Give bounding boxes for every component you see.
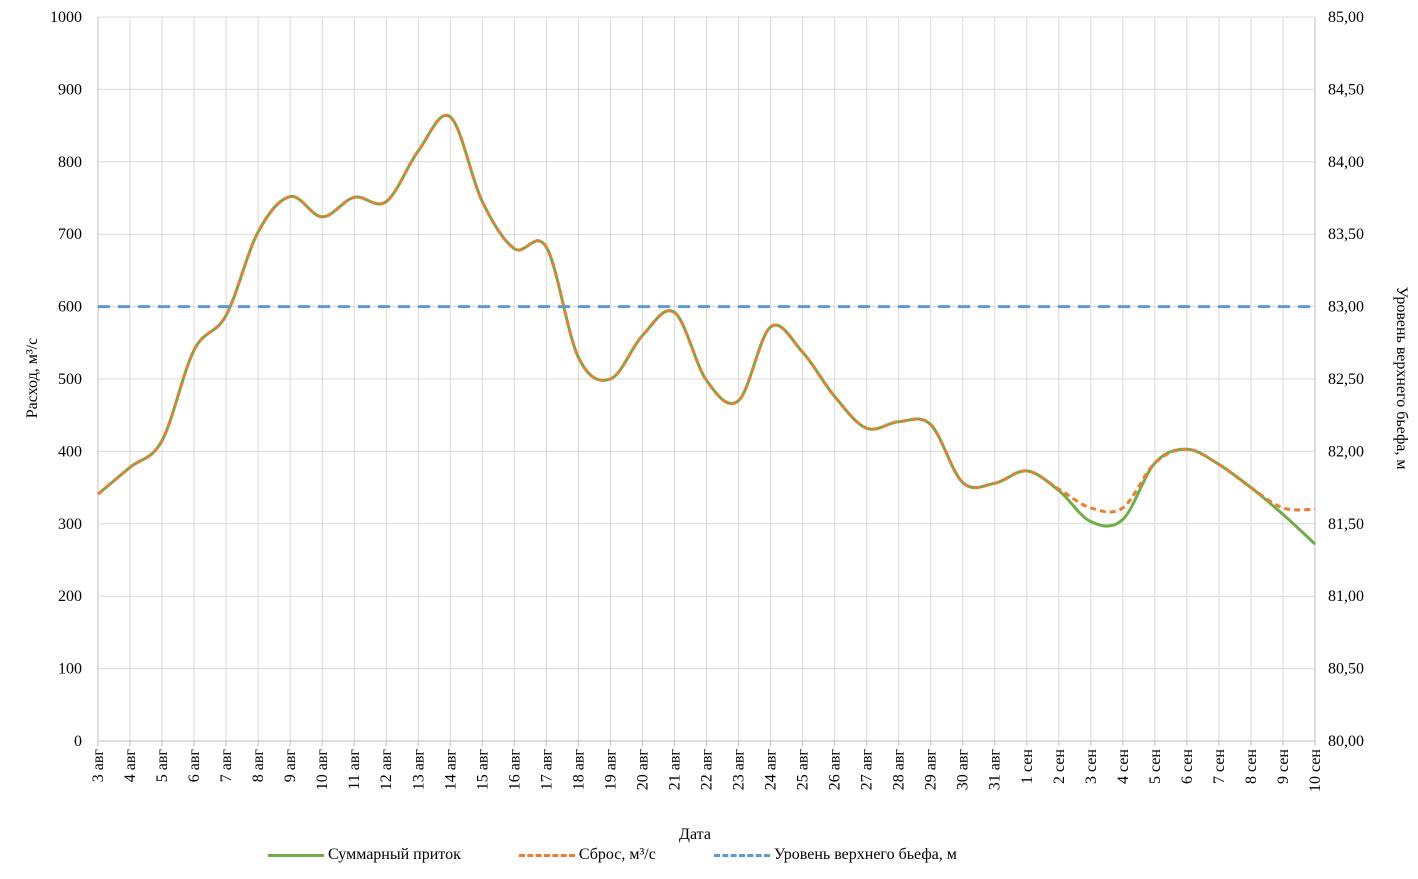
x-tick-label: 18 авг [570, 749, 587, 791]
legend-label-level: Уровень верхнего бьефа, м [773, 846, 957, 863]
x-tick-label: 3 авг [90, 749, 107, 783]
y-tick-label-left: 1000 [50, 9, 82, 26]
x-tick-label: 8 авг [250, 749, 267, 783]
y-tick-label-right: 84,00 [1328, 154, 1364, 171]
x-tick-label: 10 сен [1307, 749, 1324, 792]
y-tick-label-left: 900 [58, 81, 82, 98]
legend: Суммарный приток Сброс, м³/с Уровень вер… [268, 846, 1015, 864]
y-tick-label-right: 81,50 [1328, 516, 1364, 533]
x-tick-label: 20 авг [634, 749, 651, 791]
x-tick-label: 25 авг [795, 749, 812, 791]
x-tick-label: 27 авг [859, 749, 876, 791]
x-tick-label: 5 сен [1147, 749, 1164, 784]
x-tick-label: 7 авг [218, 749, 235, 783]
x-tick-label: 29 авг [923, 749, 940, 791]
x-tick-label: 13 авг [410, 749, 427, 791]
legend-item-level: Уровень верхнего бьефа, м [713, 846, 957, 864]
y-tick-label-right: 80,50 [1328, 661, 1364, 678]
series-line-discharge [97, 113, 1316, 514]
y-tick-label-left: 300 [58, 516, 82, 533]
x-tick-label: 9 сен [1275, 749, 1292, 784]
x-tick-label: 4 сен [1115, 749, 1132, 784]
series-lines [97, 113, 1317, 546]
x-tick-label: 15 авг [474, 749, 491, 791]
x-tick-label: 26 авг [827, 749, 844, 791]
legend-swatch-level [713, 853, 770, 857]
legend-item-discharge: Сброс, м³/с [518, 846, 656, 864]
y-axis-title-left: Расход, м³/с [24, 338, 41, 418]
y-tick-label-left: 700 [58, 226, 82, 243]
right-axis-ticks: 80,00 80,50 81,00 81,50 82,00 82,50 83,00 83,50… [1328, 9, 1364, 750]
y-tick-label-left: 0 [74, 733, 82, 750]
x-tick-label: 3 сен [1083, 749, 1100, 784]
x-tick-label: 22 авг [699, 749, 716, 791]
legend-swatch-discharge [518, 853, 575, 857]
y-axis-title-right: Уровень верхнего бьефа, м [1393, 286, 1410, 469]
x-tick-label: 12 авг [378, 749, 395, 791]
x-tick-label: 19 авг [602, 749, 619, 791]
legend-label-discharge: Сброс, м³/с [578, 846, 656, 863]
y-tick-label-right: 81,00 [1328, 588, 1364, 605]
x-tick-label: 8 сен [1243, 749, 1260, 784]
y-tick-label-right: 82,00 [1328, 443, 1364, 460]
y-tick-label-left: 500 [58, 371, 82, 388]
x-tick-label: 9 авг [282, 749, 299, 783]
x-tick-label: 7 сен [1211, 749, 1228, 784]
legend-label-inflow: Суммарный приток [328, 846, 461, 863]
left-axis-ticks: 0 100 200 300 400 500 600 700 800 900 1000 [50, 9, 82, 750]
y-tick-label-left: 200 [58, 588, 82, 605]
legend-swatch-inflow [268, 853, 324, 857]
x-tick-label: 21 авг [666, 749, 683, 791]
x-tick-label: 5 авг [154, 749, 171, 783]
y-tick-label-right: 82,50 [1328, 371, 1364, 388]
y-tick-label-left: 800 [58, 154, 82, 171]
x-tick-label: 17 авг [538, 749, 555, 791]
x-tick-label: 10 авг [314, 749, 331, 791]
y-tick-label-left: 100 [58, 661, 82, 678]
x-tick-label: 28 авг [891, 749, 908, 791]
x-tick-label: 6 сен [1179, 749, 1196, 784]
x-tick-label: 30 авг [955, 749, 972, 791]
x-tick-label: 14 авг [442, 749, 459, 791]
x-tick-label: 1 сен [1019, 749, 1036, 784]
x-tick-label: 4 авг [122, 749, 139, 783]
y-tick-label-right: 83,50 [1328, 226, 1364, 243]
legend-item-inflow: Суммарный приток [268, 846, 461, 864]
x-tick-label: 16 авг [506, 749, 523, 791]
x-tick-label: 31 авг [987, 749, 1004, 791]
y-tick-label-left: 600 [58, 299, 82, 316]
y-tick-label-right: 83,00 [1328, 299, 1364, 316]
x-tick-label: 24 авг [763, 749, 780, 791]
y-tick-label-left: 400 [58, 443, 82, 460]
x-tick-label: 23 авг [731, 749, 748, 791]
y-tick-label-right: 80,00 [1328, 733, 1364, 750]
x-tick-label: 6 авг [186, 749, 203, 783]
x-tick-label: 2 сен [1051, 749, 1068, 784]
y-tick-label-right: 84,50 [1328, 81, 1364, 98]
x-tick-label: 11 авг [346, 749, 363, 790]
y-tick-label-right: 85,00 [1328, 9, 1364, 26]
x-axis-ticks: 3 авг 4 авг 5 авг 6 авг 7 авг 8 авг 9 авг 10 ав… [90, 741, 1324, 792]
x-axis-title: Дата [679, 826, 711, 843]
